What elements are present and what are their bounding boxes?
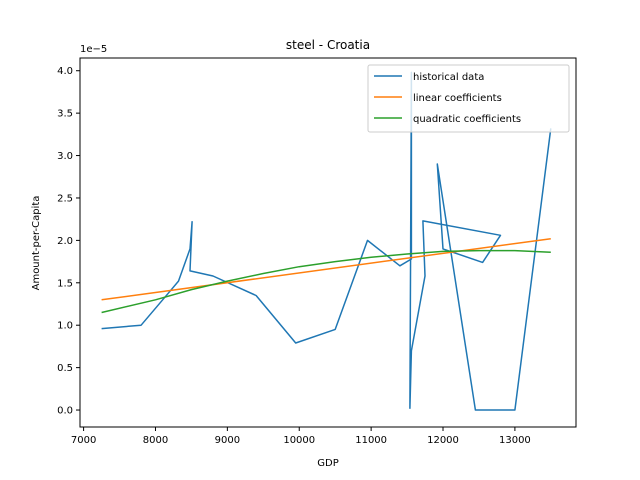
x-tick-label: 13000 bbox=[499, 435, 531, 446]
y-multiplier-label: 1e−5 bbox=[80, 44, 107, 55]
x-tick-label: 7000 bbox=[71, 435, 96, 446]
x-tick-label: 10000 bbox=[283, 435, 315, 446]
legend-label: quadratic coefficients bbox=[413, 114, 521, 125]
series-line-quadratic-coefficients bbox=[101, 249, 551, 314]
x-tick-label: 8000 bbox=[143, 435, 168, 446]
y-tick-label: 3.5 bbox=[57, 109, 73, 120]
y-tick-label: 2.5 bbox=[57, 193, 73, 204]
legend: historical data linear coefficients quadra… bbox=[367, 64, 570, 133]
x-tick-label: 11000 bbox=[355, 435, 387, 446]
y-tick-label: 1.5 bbox=[57, 278, 73, 289]
series-layer bbox=[101, 71, 552, 411]
x-axis: 7000 8000 9000 10000 11000 12000 13000 bbox=[71, 427, 531, 446]
legend-label: linear coefficients bbox=[413, 93, 502, 104]
y-tick-label: 3.0 bbox=[57, 151, 73, 162]
y-tick-label: 0.0 bbox=[57, 406, 73, 417]
series-line-linear-coefficients bbox=[101, 237, 551, 301]
y-tick-label: 0.5 bbox=[57, 363, 73, 374]
y-tick-label: 4.0 bbox=[57, 66, 73, 77]
y-tick-label: 2.0 bbox=[57, 236, 73, 247]
legend-frame bbox=[367, 64, 570, 133]
y-axis-label: Amount-per-Capita bbox=[31, 196, 42, 291]
x-tick-label: 12000 bbox=[427, 435, 459, 446]
plot-frame bbox=[79, 57, 577, 428]
legend-label: historical data bbox=[413, 72, 484, 83]
x-axis-label: GDP bbox=[317, 458, 338, 469]
y-tick-label: 1.0 bbox=[57, 321, 73, 332]
chart-title: steel - Croatia bbox=[286, 38, 370, 52]
y-axis: 0.0 0.5 1.0 1.5 2.0 2.5 3.0 3.5 4.0 bbox=[57, 66, 80, 417]
x-tick-label: 9000 bbox=[215, 435, 240, 446]
